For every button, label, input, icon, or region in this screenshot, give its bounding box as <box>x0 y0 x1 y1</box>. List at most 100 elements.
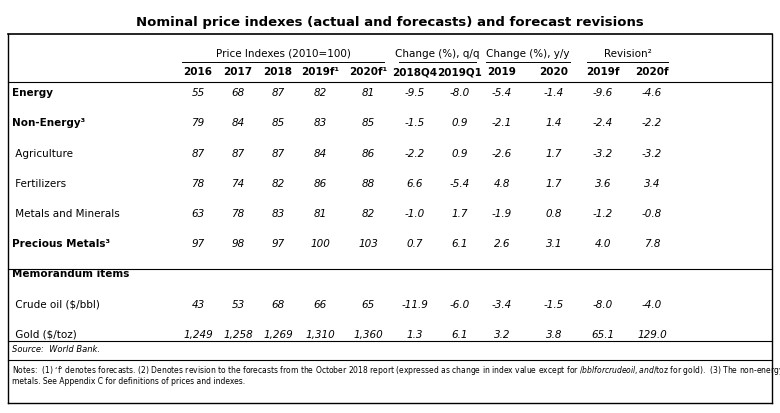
Text: 87: 87 <box>271 88 285 98</box>
Text: 55: 55 <box>191 88 204 98</box>
Text: 2019Q1: 2019Q1 <box>438 67 483 77</box>
Text: -3.4: -3.4 <box>492 299 512 309</box>
Text: 4.0: 4.0 <box>594 239 612 249</box>
Text: 1.7: 1.7 <box>452 209 468 218</box>
Text: 1.7: 1.7 <box>546 178 562 188</box>
Text: 1,310: 1,310 <box>305 329 335 339</box>
Text: -1.5: -1.5 <box>544 299 564 309</box>
Text: metals. See Appendix C for definitions of prices and indexes.: metals. See Appendix C for definitions o… <box>12 376 245 385</box>
Text: 2020: 2020 <box>540 67 569 77</box>
Text: Gold ($/toz): Gold ($/toz) <box>12 329 76 339</box>
Text: 82: 82 <box>314 88 327 98</box>
Text: 79: 79 <box>191 118 204 128</box>
Text: 68: 68 <box>232 88 245 98</box>
Text: -2.6: -2.6 <box>492 148 512 158</box>
Text: -1.2: -1.2 <box>593 209 613 218</box>
Text: 97: 97 <box>191 239 204 249</box>
Text: 53: 53 <box>232 299 245 309</box>
Text: -2.2: -2.2 <box>405 148 425 158</box>
Text: 1,269: 1,269 <box>263 329 292 339</box>
Text: -8.0: -8.0 <box>450 88 470 98</box>
Text: -8.0: -8.0 <box>593 299 613 309</box>
Text: 6.1: 6.1 <box>452 239 468 249</box>
Text: 97: 97 <box>271 239 285 249</box>
Text: 2019: 2019 <box>488 67 516 77</box>
Text: -3.2: -3.2 <box>593 148 613 158</box>
Text: -1.4: -1.4 <box>544 88 564 98</box>
Text: Metals and Minerals: Metals and Minerals <box>12 209 120 218</box>
Text: 87: 87 <box>271 148 285 158</box>
Text: Non-Energy³: Non-Energy³ <box>12 118 85 128</box>
Text: 98: 98 <box>232 239 245 249</box>
Text: 65: 65 <box>361 299 374 309</box>
Text: Price Indexes (2010=100): Price Indexes (2010=100) <box>215 49 350 59</box>
Text: -5.4: -5.4 <box>450 178 470 188</box>
Text: -6.0: -6.0 <box>450 299 470 309</box>
Text: 83: 83 <box>314 118 327 128</box>
Text: 1,360: 1,360 <box>353 329 383 339</box>
Text: 84: 84 <box>314 148 327 158</box>
Text: 103: 103 <box>358 239 378 249</box>
Text: 6.1: 6.1 <box>452 329 468 339</box>
Text: 1,258: 1,258 <box>223 329 253 339</box>
Text: 2020f¹: 2020f¹ <box>349 67 387 77</box>
Text: 2020f: 2020f <box>635 67 668 77</box>
Text: 68: 68 <box>271 299 285 309</box>
Text: 100: 100 <box>310 239 330 249</box>
Text: -3.2: -3.2 <box>642 148 662 158</box>
Text: 85: 85 <box>361 118 374 128</box>
Text: -1.0: -1.0 <box>405 209 425 218</box>
Text: Precious Metals³: Precious Metals³ <box>12 239 110 249</box>
Text: 0.7: 0.7 <box>406 239 424 249</box>
Text: 0.9: 0.9 <box>452 148 468 158</box>
Text: -2.2: -2.2 <box>642 118 662 128</box>
Text: 65.1: 65.1 <box>591 329 615 339</box>
Text: Energy: Energy <box>12 88 53 98</box>
Text: 3.2: 3.2 <box>494 329 510 339</box>
Text: 78: 78 <box>191 178 204 188</box>
Text: 0.8: 0.8 <box>546 209 562 218</box>
Text: 1.4: 1.4 <box>546 118 562 128</box>
Text: 86: 86 <box>361 148 374 158</box>
Text: 1,249: 1,249 <box>183 329 213 339</box>
Text: 86: 86 <box>314 178 327 188</box>
Text: 3.4: 3.4 <box>644 178 660 188</box>
Text: 82: 82 <box>361 209 374 218</box>
Text: 87: 87 <box>191 148 204 158</box>
Text: -9.5: -9.5 <box>405 88 425 98</box>
Text: Change (%), y/y: Change (%), y/y <box>486 49 569 59</box>
Text: Revision²: Revision² <box>604 49 651 59</box>
Text: 81: 81 <box>314 209 327 218</box>
Text: Notes:  (1) ‘f’ denotes forecasts. (2) Denotes revision to the forecasts from th: Notes: (1) ‘f’ denotes forecasts. (2) De… <box>12 363 780 376</box>
Text: -11.9: -11.9 <box>402 299 428 309</box>
Text: 85: 85 <box>271 118 285 128</box>
Text: -0.8: -0.8 <box>642 209 662 218</box>
Text: 129.0: 129.0 <box>637 329 667 339</box>
Text: 1.7: 1.7 <box>546 148 562 158</box>
Text: 4.8: 4.8 <box>494 178 510 188</box>
Text: 2019f: 2019f <box>587 67 620 77</box>
Text: 66: 66 <box>314 299 327 309</box>
Text: -4.6: -4.6 <box>642 88 662 98</box>
Text: -1.9: -1.9 <box>492 209 512 218</box>
Text: 2018: 2018 <box>264 67 292 77</box>
Text: 83: 83 <box>271 209 285 218</box>
Text: -9.6: -9.6 <box>593 88 613 98</box>
Text: 87: 87 <box>232 148 245 158</box>
Text: Memorandum items: Memorandum items <box>12 269 129 279</box>
Text: Agriculture: Agriculture <box>12 148 73 158</box>
Text: 7.8: 7.8 <box>644 239 660 249</box>
Text: 84: 84 <box>232 118 245 128</box>
Text: Fertilizers: Fertilizers <box>12 178 66 188</box>
Text: 3.8: 3.8 <box>546 329 562 339</box>
Text: 88: 88 <box>361 178 374 188</box>
Text: 6.6: 6.6 <box>406 178 424 188</box>
Text: 74: 74 <box>232 178 245 188</box>
Text: 1.3: 1.3 <box>406 329 424 339</box>
Text: Source:  World Bank.: Source: World Bank. <box>12 344 100 354</box>
Text: 81: 81 <box>361 88 374 98</box>
Text: 2019f¹: 2019f¹ <box>301 67 339 77</box>
Text: -4.0: -4.0 <box>642 299 662 309</box>
Text: 82: 82 <box>271 178 285 188</box>
Text: Crude oil ($/bbl): Crude oil ($/bbl) <box>12 299 100 309</box>
